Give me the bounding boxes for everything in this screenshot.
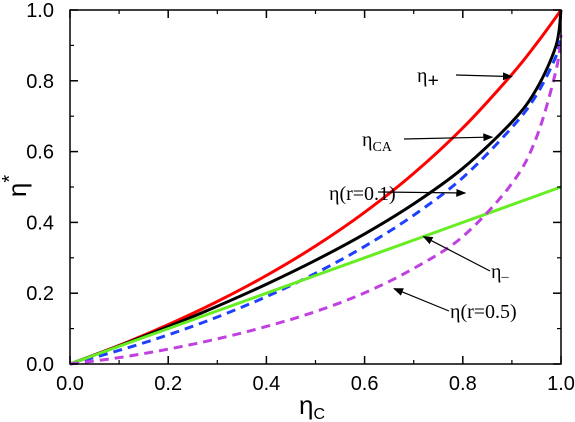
annotation-label-0: η+ bbox=[417, 65, 439, 92]
annotation-arrow-2 bbox=[377, 188, 467, 197]
annotation-arrow-1 bbox=[403, 133, 494, 142]
y-tick-label: 0.0 bbox=[26, 354, 54, 376]
y-tick-label: 0.6 bbox=[26, 142, 54, 164]
y-tick-label: 0.2 bbox=[26, 283, 54, 305]
annotation-label-2: η(r=0.1) bbox=[329, 183, 396, 205]
x-tick-label: 0.8 bbox=[449, 373, 477, 395]
y-tick-label: 1.0 bbox=[26, 0, 54, 22]
annotation-arrow-4 bbox=[393, 288, 450, 312]
series-line-4 bbox=[69, 34, 563, 366]
x-tick-label: 0.0 bbox=[56, 373, 84, 395]
axis-ticks: 0.00.0 0.2 0.2 0.4 0.4 0.6 0.6 0.8 0.8 1.0 1.0 bbox=[26, 0, 575, 395]
x-axis-title: ηC bbox=[299, 390, 325, 422]
series-lines bbox=[69, 9, 563, 366]
annotation-arrow-0 bbox=[455, 72, 513, 81]
series-line-1 bbox=[69, 9, 563, 366]
curve-annotations: η+ ηCA η(r=0.1) η_ η(r=0.5) bbox=[329, 65, 517, 323]
series-line-3 bbox=[69, 185, 562, 366]
series-line-0 bbox=[69, 9, 563, 366]
x-tick-label: 0.2 bbox=[154, 373, 182, 395]
x-tick-label: 1.0 bbox=[547, 373, 575, 395]
annotation-label-1: ηCA bbox=[362, 129, 393, 155]
y-axis-title: η* bbox=[0, 175, 32, 197]
annotation-label-3: η_ bbox=[491, 261, 509, 283]
y-tick-label: 0.4 bbox=[26, 212, 54, 234]
x-tick-label: 0.4 bbox=[252, 373, 280, 395]
series-line-2 bbox=[69, 34, 563, 366]
x-tick-label: 0.6 bbox=[351, 373, 379, 395]
annotation-label-4: η(r=0.5) bbox=[450, 301, 517, 323]
annotation-arrow-3 bbox=[422, 236, 491, 272]
y-tick-label: 0.8 bbox=[26, 71, 54, 93]
